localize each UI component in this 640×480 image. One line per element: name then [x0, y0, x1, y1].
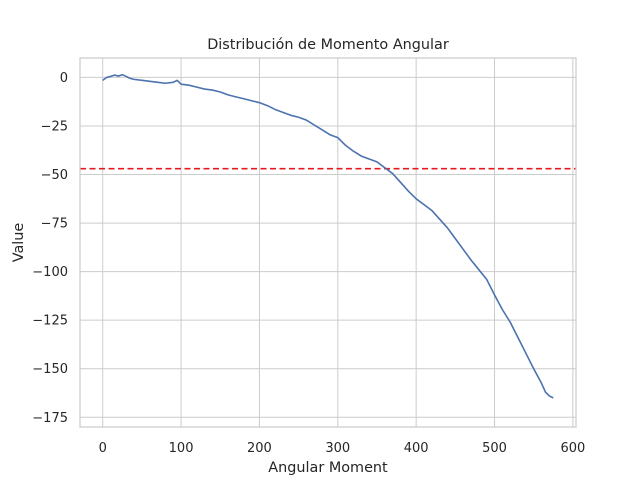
plot-frame [79, 57, 577, 428]
x-axis-label: Angular Moment [268, 460, 388, 476]
x-tick-label: 300 [325, 441, 350, 456]
y-tick-label: 0 [60, 71, 68, 86]
grid-lines [80, 58, 576, 427]
y-tick-labels: 0 −25 −50 −75 −100 −125 −150 −175 [32, 71, 68, 426]
x-tick-label: 600 [560, 441, 585, 456]
series-lines [102, 73, 554, 399]
y-tick-label: −150 [32, 362, 68, 377]
y-tick-label: −75 [41, 217, 68, 232]
x-tick-label: 0 [99, 441, 107, 456]
x-tick-label: 200 [247, 441, 272, 456]
y-tick-label: −50 [41, 168, 68, 183]
y-tick-label: −25 [41, 119, 68, 134]
x-tick-labels: 0 100 200 300 400 500 600 [99, 441, 586, 456]
series-line [102, 73, 554, 399]
chart-title: Distribución de Momento Angular [207, 37, 449, 53]
x-tick-label: 400 [404, 441, 429, 456]
y-axis-label: Value [11, 223, 27, 263]
y-tick-label: −100 [32, 265, 68, 280]
y-tick-label: −125 [32, 314, 68, 329]
x-tick-label: 500 [482, 441, 507, 456]
y-tick-label: −175 [32, 411, 68, 426]
x-tick-label: 100 [169, 441, 194, 456]
